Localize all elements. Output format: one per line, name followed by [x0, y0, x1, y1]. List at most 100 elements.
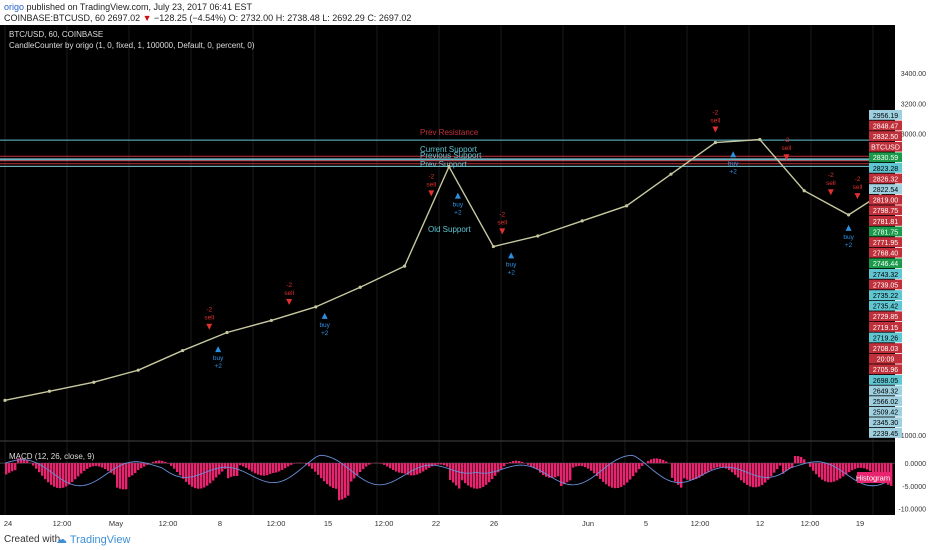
histogram-bar [716, 463, 719, 468]
histogram-bar [512, 461, 515, 464]
price-badge-label: 2705.96 [873, 367, 898, 374]
buy-count-label: +2 [321, 330, 329, 337]
price-badge-label: 2781.75 [873, 229, 898, 236]
histogram-bar [557, 463, 560, 477]
histogram-bar [44, 463, 47, 480]
histogram-bar [752, 463, 755, 488]
price-point [447, 165, 451, 169]
sell-label: sell [782, 145, 792, 152]
histogram-bar [749, 463, 752, 487]
histogram-bar [389, 463, 392, 469]
histogram-bar [506, 463, 509, 464]
sell-count-label: -2 [784, 137, 790, 144]
price-badge-label: BTCUSD [871, 145, 900, 152]
histogram-bar [275, 463, 278, 473]
histogram-bar [704, 463, 707, 474]
publisher-link[interactable]: origo [4, 2, 25, 12]
histogram-bar [854, 463, 857, 469]
histogram-bar [137, 463, 140, 471]
price-series [3, 137, 895, 402]
histogram-bar [857, 463, 860, 469]
histogram-bar [452, 463, 455, 483]
histogram-bar [287, 463, 290, 467]
price-badge-label: 2956.19 [873, 113, 898, 120]
price-badge-label: 2735.22 [873, 293, 898, 300]
histogram-bar [437, 463, 440, 465]
histogram-bar [416, 463, 419, 475]
histogram-bar [650, 459, 653, 464]
histogram-bar [539, 463, 542, 473]
histogram-bar [104, 463, 107, 470]
price-point [758, 137, 762, 142]
histogram-bar [680, 463, 683, 488]
histogram-bar [332, 463, 335, 488]
histogram-bar [17, 458, 20, 464]
histogram-bar [59, 463, 62, 489]
price-axis-label: 3200.00 [901, 101, 926, 108]
histogram-bar [554, 463, 557, 478]
histogram-bar [329, 463, 332, 487]
time-axis-label: 24 [4, 519, 12, 528]
histogram-bar [179, 463, 182, 476]
histogram-bar [347, 463, 350, 496]
price-badge-label: 2708.03 [873, 346, 898, 353]
price-badge [869, 300, 902, 311]
histogram-bar [41, 463, 44, 476]
time-axis-labels: 24 12:00 May 12:00 8 12:00 15 12:00 22 26 Jun 5 12:0… [4, 519, 864, 528]
histogram-bar [581, 463, 584, 467]
histogram-bar [515, 460, 518, 464]
histogram-bar [851, 463, 854, 471]
histogram-bar [5, 463, 8, 475]
price-badge-label: 2771.95 [873, 240, 898, 247]
histogram-bar [770, 463, 773, 477]
price-badge [869, 322, 902, 332]
buy-arrow-icon [730, 151, 737, 158]
histogram-bar [473, 463, 476, 489]
histogram-bar [257, 463, 260, 475]
histogram-bar [128, 463, 131, 478]
histogram-bar [68, 463, 71, 485]
histogram-bar [242, 463, 245, 467]
price-badge-label: 2698.05 [873, 378, 898, 385]
level-label: Prev Support [420, 160, 467, 169]
histogram-bar [176, 463, 179, 472]
histogram-bar [647, 460, 650, 464]
open-value: O: 2732.00 [228, 13, 274, 23]
histogram-bar [314, 463, 317, 472]
price-badge [869, 290, 902, 300]
histogram-bar [398, 463, 401, 473]
histogram-bar [821, 463, 824, 480]
histogram-bar [773, 463, 776, 473]
histogram-bar [227, 463, 230, 479]
buy-label: buy [319, 322, 330, 329]
histogram-bar [797, 456, 800, 464]
histogram-badge: Histogram [856, 472, 890, 483]
histogram-bar [575, 463, 578, 467]
price-badge [869, 343, 902, 353]
price-axis-badges: 2956.19 2848.47 2832.50 BTCUSD 2830.59 2823.2… [869, 110, 902, 438]
price-point [269, 318, 273, 323]
level-label: Current Support [420, 145, 478, 154]
close-value: C: 2697.02 [367, 13, 412, 23]
price-badge [869, 163, 902, 173]
histogram-bar [290, 463, 293, 465]
histogram-bar [659, 458, 662, 464]
time-axis-label: 15 [324, 519, 332, 528]
price-axis-label: 3000.00 [901, 131, 926, 138]
sell-label: sell [853, 184, 863, 191]
histogram-bar [146, 463, 149, 465]
tradingview-logo[interactable]: ☁ TradingView [56, 533, 130, 546]
price-point [669, 172, 673, 176]
published-text: published on TradingView.com, July 23, 2… [26, 2, 253, 12]
histogram-bar [170, 463, 173, 466]
histogram-bar [779, 463, 782, 466]
histogram-bar [629, 463, 632, 480]
histogram-bar [782, 463, 785, 474]
histogram-bar [467, 463, 470, 486]
sell-count-label: -2 [855, 176, 861, 183]
histogram-bar [182, 463, 185, 479]
histogram-bar [383, 463, 386, 465]
histogram-bar [476, 463, 479, 489]
